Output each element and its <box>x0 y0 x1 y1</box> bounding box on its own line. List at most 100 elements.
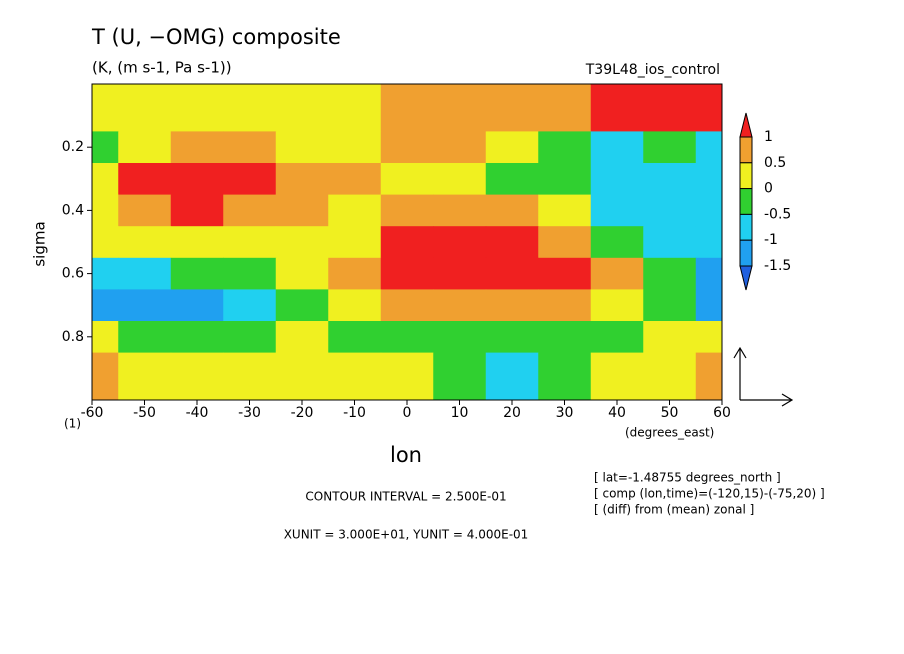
cell <box>275 289 329 322</box>
cell <box>485 352 539 401</box>
cell <box>485 321 539 354</box>
x-tick-label: -20 <box>291 405 314 421</box>
cell <box>223 131 277 164</box>
y-tick-label: 0.2 <box>62 139 84 155</box>
cell <box>433 289 487 322</box>
colorbar-swatch <box>739 239 753 267</box>
cell <box>92 321 119 354</box>
cell <box>695 84 723 132</box>
cell <box>118 226 172 259</box>
cell <box>695 163 723 196</box>
cell <box>170 131 224 164</box>
cell <box>275 194 329 227</box>
cell <box>433 257 487 290</box>
cell <box>590 257 644 290</box>
cell <box>328 289 382 322</box>
cell <box>380 84 434 132</box>
cell <box>223 226 277 259</box>
cell <box>275 163 329 196</box>
cell <box>223 352 277 401</box>
x-tick-label: 60 <box>713 405 731 421</box>
info-line: [ comp (lon,time)=(-120,15)-(-75,20) ] <box>594 487 825 501</box>
cell <box>695 257 723 290</box>
cell <box>590 226 644 259</box>
x-tick-label: -60 <box>81 405 104 421</box>
cell <box>380 289 434 322</box>
field <box>92 84 723 401</box>
cell <box>433 84 487 132</box>
cell <box>695 194 723 227</box>
colorbar-label: -1 <box>764 232 778 248</box>
cell <box>223 257 277 290</box>
cell <box>485 163 539 196</box>
x-tick-label: 30 <box>556 405 574 421</box>
cell <box>590 352 644 401</box>
cell <box>170 257 224 290</box>
cell <box>170 84 224 132</box>
cell <box>275 352 329 401</box>
x-tick-label: 40 <box>608 405 626 421</box>
cell <box>328 131 382 164</box>
cell <box>275 257 329 290</box>
cell <box>643 321 697 354</box>
unit-note: XUNIT = 3.000E+01, YUNIT = 4.000E-01 <box>284 528 529 542</box>
cell <box>328 194 382 227</box>
colorbar-label: -1.5 <box>764 258 791 274</box>
cell <box>590 84 644 132</box>
cell <box>118 352 172 401</box>
cell <box>538 289 592 322</box>
cell <box>485 194 539 227</box>
colorbar-swatch <box>739 162 753 190</box>
cell <box>328 352 382 401</box>
cell <box>538 226 592 259</box>
cell <box>118 257 172 290</box>
run-label: T39L48_ios_control <box>585 62 720 78</box>
colorbar-label: -0.5 <box>764 206 791 222</box>
x-tick-label: 0 <box>403 405 412 421</box>
cell <box>433 194 487 227</box>
cell <box>695 289 723 322</box>
cell <box>433 321 487 354</box>
cell <box>643 289 697 322</box>
cell <box>538 194 592 227</box>
y-tick-label: 0.6 <box>62 266 84 282</box>
cell <box>433 131 487 164</box>
y-axis-label: sigma <box>31 221 49 266</box>
cell <box>328 226 382 259</box>
cell <box>643 226 697 259</box>
cell <box>380 131 434 164</box>
cell <box>380 257 434 290</box>
chart-title: T (U, −OMG) composite <box>91 25 341 49</box>
cell <box>590 321 644 354</box>
cell <box>118 131 172 164</box>
cell <box>538 321 592 354</box>
cell <box>92 257 119 290</box>
x-tick-label: -30 <box>238 405 261 421</box>
cell <box>380 226 434 259</box>
cell <box>485 226 539 259</box>
cell <box>380 163 434 196</box>
cell <box>433 352 487 401</box>
cell <box>538 163 592 196</box>
cell <box>92 163 119 196</box>
colorbar-label: 1 <box>764 129 773 145</box>
cell <box>118 289 172 322</box>
cell <box>275 131 329 164</box>
cell <box>118 321 172 354</box>
cell <box>538 84 592 132</box>
cell <box>643 352 697 401</box>
cell <box>538 352 592 401</box>
chart-subtitle: (K, (m s-1, Pa s-1)) <box>92 59 232 77</box>
cell <box>118 194 172 227</box>
cell <box>695 321 723 354</box>
cell <box>380 352 434 401</box>
cell <box>92 131 119 164</box>
cell <box>590 289 644 322</box>
x-axis-label: lon <box>390 443 422 467</box>
cell <box>170 194 224 227</box>
x-tick-label: -50 <box>133 405 156 421</box>
cell <box>275 226 329 259</box>
cell <box>92 289 119 322</box>
cell <box>590 194 644 227</box>
cell <box>485 257 539 290</box>
